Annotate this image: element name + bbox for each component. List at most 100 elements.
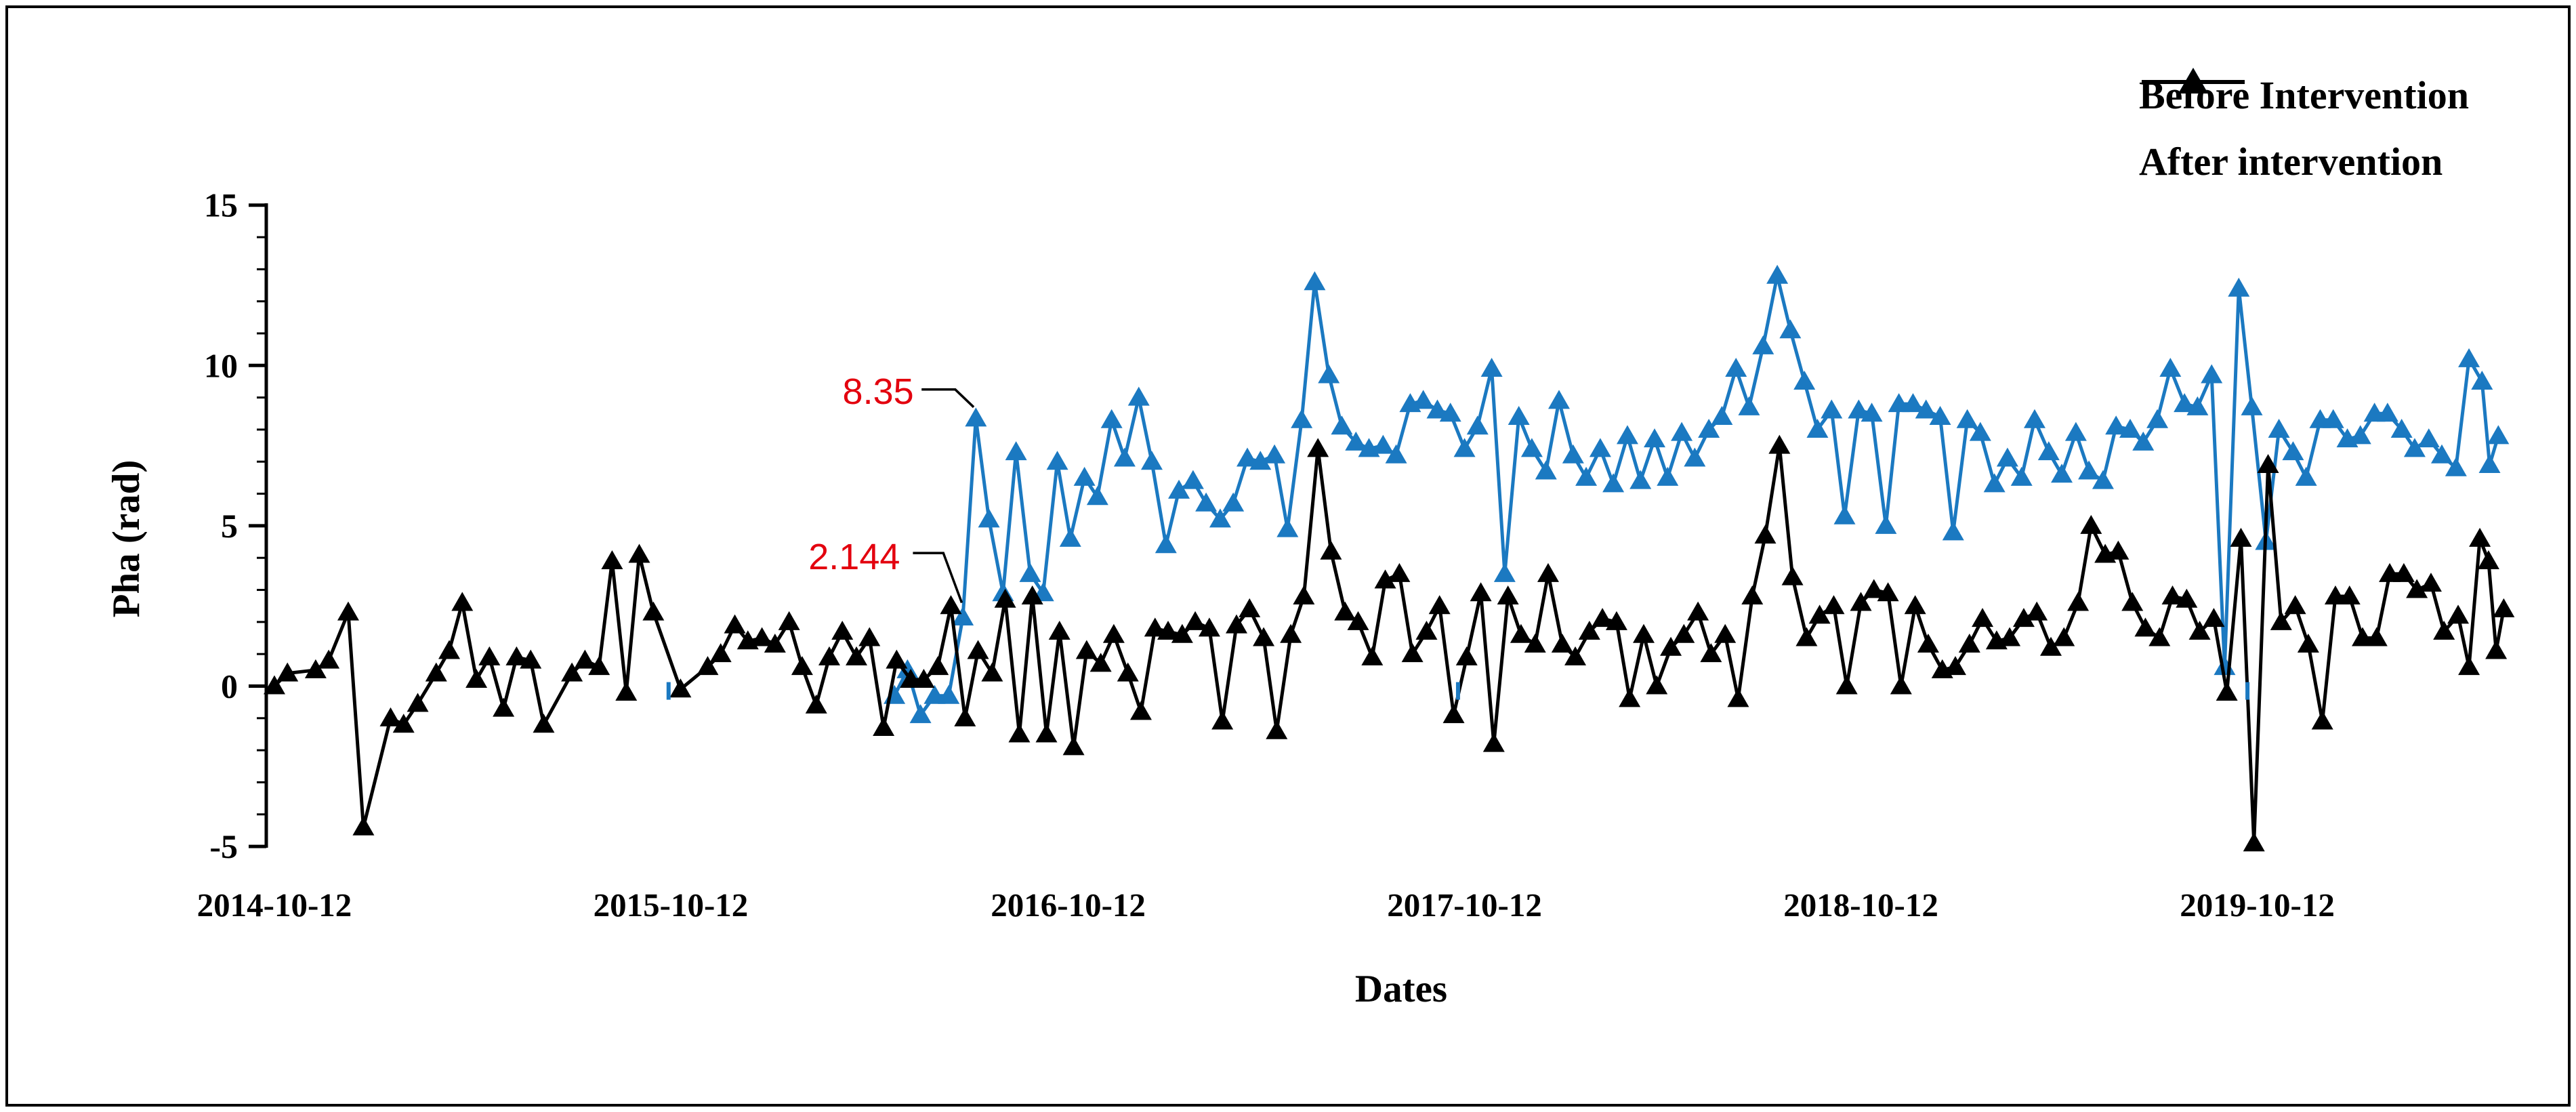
triangle-marker-icon — [1660, 636, 1682, 656]
triangle-line-marker-icon — [2142, 68, 2245, 94]
annotation-leader-line — [921, 388, 975, 409]
triangle-marker-icon — [1510, 623, 1532, 643]
triangle-marker-icon — [1442, 704, 1465, 724]
triangle-marker-icon — [276, 662, 299, 682]
triangle-marker-icon — [1086, 486, 1108, 506]
triangle-marker-icon — [2023, 409, 2045, 428]
triangle-marker-icon — [1347, 611, 1369, 630]
triangle-marker-icon — [2322, 409, 2344, 428]
triangle-marker-icon — [2243, 832, 2265, 852]
triangle-marker-icon — [1117, 662, 1139, 682]
triangle-marker-icon — [1808, 604, 1831, 624]
triangle-marker-icon — [1727, 688, 1749, 707]
triangle-marker-icon — [1714, 623, 1737, 643]
triangle-marker-icon — [1752, 335, 1774, 354]
triangle-marker-icon — [1480, 358, 1503, 377]
triangle-marker-icon — [1291, 409, 1313, 428]
triangle-marker-icon — [1182, 470, 1204, 489]
triangle-marker-icon — [1823, 595, 1845, 615]
annotation-value-label: 2.144 — [808, 537, 900, 577]
triangle-marker-icon — [1237, 447, 1259, 467]
triangle-marker-icon — [2379, 562, 2401, 582]
triangle-marker-icon — [1415, 621, 1438, 640]
triangle-marker-icon — [2064, 421, 2087, 441]
triangle-marker-icon — [1318, 364, 1340, 384]
triangle-marker-icon — [2161, 585, 2184, 605]
triangle-marker-icon — [1578, 621, 1600, 640]
triangle-marker-icon — [1738, 396, 1760, 415]
triangle-marker-icon — [1915, 399, 1937, 419]
triangle-marker-icon — [1835, 675, 1858, 695]
triangle-marker-icon — [1821, 399, 1843, 419]
triangle-marker-icon — [1902, 393, 1924, 413]
triangle-marker-icon — [1547, 390, 1570, 409]
triangle-marker-icon — [2132, 431, 2155, 451]
triangle-marker-icon — [1428, 595, 1451, 615]
triangle-marker-icon — [574, 649, 596, 669]
triangle-marker-icon — [1833, 505, 1856, 524]
triangle-marker-icon — [1589, 438, 1611, 457]
triangle-marker-icon — [1320, 540, 1342, 560]
triangle-marker-icon — [1996, 447, 2018, 467]
triangle-marker-icon — [1426, 399, 1449, 419]
triangle-marker-icon — [1470, 582, 1492, 602]
triangle-marker-icon — [1264, 444, 1286, 464]
triangle-marker-icon — [1239, 598, 1261, 617]
triangle-marker-icon — [1741, 585, 1764, 605]
triangle-marker-icon — [1646, 675, 1668, 695]
triangle-marker-icon — [1861, 403, 1883, 422]
triangle-marker-icon — [1673, 623, 1695, 643]
triangle-marker-icon — [981, 662, 1003, 682]
blue-dash-icon — [666, 682, 671, 700]
triangle-marker-icon — [724, 614, 746, 634]
triangle-marker-icon — [2037, 441, 2060, 461]
triangle-marker-icon — [1127, 386, 1150, 406]
triangle-marker-icon — [873, 717, 895, 737]
triangle-marker-icon — [2080, 514, 2102, 534]
triangle-marker-icon — [337, 601, 359, 621]
triangle-marker-icon — [1754, 524, 1777, 544]
triangle-marker-icon — [642, 601, 665, 621]
triangle-marker-icon — [2282, 441, 2304, 461]
triangle-marker-icon — [1956, 409, 1978, 428]
triangle-marker-icon — [805, 694, 827, 714]
triangle-marker-icon — [2053, 627, 2075, 646]
annotation-value-label: 8.35 — [843, 371, 914, 412]
triangle-marker-icon — [846, 646, 868, 665]
triangle-marker-icon — [1972, 608, 1994, 627]
triangle-marker-icon — [1334, 601, 1356, 621]
triangle-marker-icon — [2270, 611, 2292, 630]
triangle-marker-icon — [1439, 403, 1461, 422]
triangle-marker-icon — [1059, 527, 1081, 547]
triangle-marker-icon — [505, 646, 528, 665]
triangle-marker-icon — [1888, 393, 1910, 413]
triangle-marker-icon — [1209, 508, 1231, 528]
triangle-marker-icon — [1184, 611, 1207, 630]
triangle-marker-icon — [967, 640, 989, 659]
triangle-marker-icon — [1100, 409, 1123, 428]
triangle-marker-icon — [2471, 370, 2493, 390]
triangle-marker-icon — [2477, 550, 2499, 569]
triangle-marker-icon — [588, 656, 610, 676]
triangle-marker-icon — [1520, 438, 1543, 457]
triangle-marker-icon — [965, 407, 987, 427]
triangle-marker-icon — [264, 675, 285, 695]
triangle-marker-icon — [1725, 358, 1747, 377]
blue-dash-icon — [1455, 682, 1460, 700]
y-axis-title: Pha (rad) — [105, 460, 148, 618]
triangle-marker-icon — [1929, 406, 1951, 426]
series-line-before — [892, 274, 2500, 717]
triangle-marker-icon — [2349, 425, 2371, 445]
triangle-marker-icon — [751, 627, 773, 646]
y-tick-label: -5 — [209, 827, 238, 865]
triangle-marker-icon — [1249, 451, 1272, 470]
triangle-marker-icon — [2351, 627, 2373, 646]
triangle-marker-icon — [2174, 393, 2196, 413]
triangle-marker-icon — [1877, 582, 1899, 602]
triangle-marker-icon — [1890, 675, 1912, 695]
x-tick-label: 2015-10-12 — [594, 886, 749, 924]
triangle-marker-icon — [1684, 447, 1706, 467]
triangle-marker-icon — [1700, 643, 1722, 663]
triangle-marker-icon — [2230, 527, 2252, 547]
